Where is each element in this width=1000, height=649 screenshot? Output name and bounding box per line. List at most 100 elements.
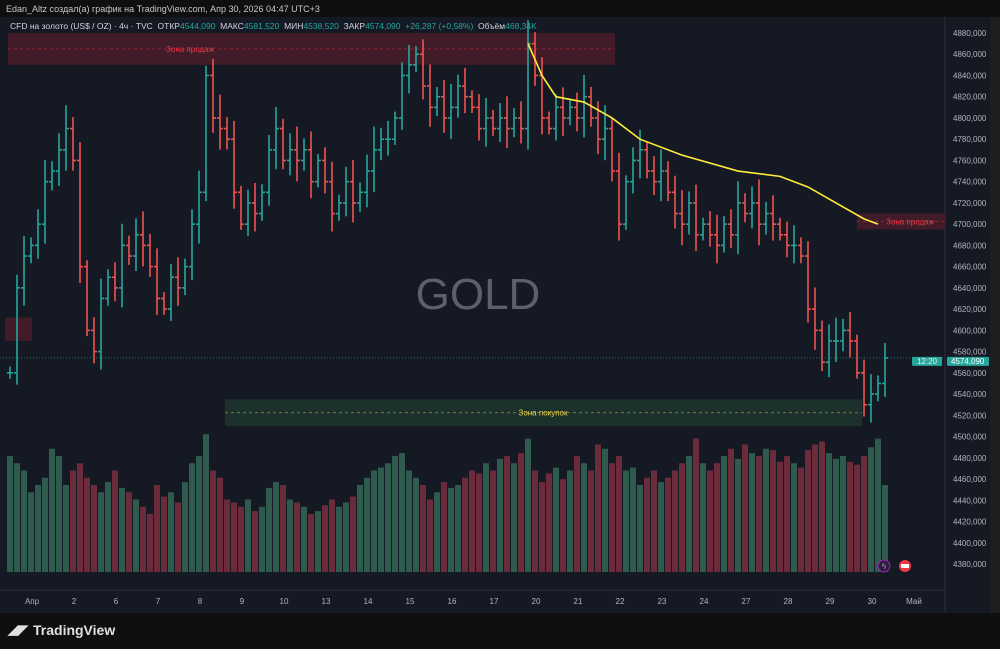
volume-bar	[574, 456, 580, 572]
ohlc-bar	[749, 186, 755, 229]
volume-bar	[805, 450, 811, 572]
volume-bar	[7, 456, 13, 572]
volume-bar	[511, 463, 517, 572]
buy-zone[interactable]	[225, 399, 862, 426]
volume-bar	[385, 463, 391, 572]
close-label: ЗАКР	[343, 21, 366, 31]
volume-bar	[721, 456, 727, 572]
ohlc-bar	[490, 109, 496, 136]
volume-bar	[371, 470, 377, 572]
sell-zone-left[interactable]	[5, 317, 32, 341]
ohlc-bar	[385, 120, 391, 156]
price-tick-label: 4800,000	[953, 114, 987, 123]
moving-average-line	[527, 43, 879, 225]
ohlc-bar	[77, 142, 83, 284]
volume-bar	[763, 448, 769, 572]
volume-bar	[735, 458, 741, 572]
sell-zone-right[interactable]	[857, 213, 945, 230]
ohlc-bar	[462, 67, 468, 114]
volume-bar	[168, 492, 174, 572]
tradingview-logo[interactable]: ◢◤ TradingView	[8, 622, 115, 638]
ohlc-bar	[343, 166, 349, 217]
ohlc-bar	[644, 141, 650, 179]
volume-bar	[868, 447, 874, 572]
sell-zone-top[interactable]	[8, 33, 615, 65]
volume-bar	[63, 485, 69, 572]
price-tick-label: 4640,000	[953, 284, 987, 293]
volume-bar	[406, 470, 412, 572]
volume-bar	[364, 477, 370, 572]
scrollbar[interactable]	[990, 17, 1000, 613]
price-chart[interactable]: 4880,000 4860,000 4840,000 4820,000 4800,000…	[0, 17, 1000, 613]
ohlc-bar	[273, 106, 279, 170]
ohlc-bar	[483, 97, 489, 147]
lightning-icon[interactable]	[877, 559, 891, 573]
volume-bar	[798, 467, 804, 572]
volume-bar	[637, 485, 643, 572]
lightning-glyph: ϟ	[882, 562, 887, 571]
low-label: МИН	[284, 21, 304, 31]
volume-bar	[616, 456, 622, 572]
volume-bar	[336, 506, 342, 572]
price-tick-label: 4420,000	[953, 518, 987, 527]
volume-bar	[588, 470, 594, 572]
time-tick-label: 27	[742, 597, 751, 606]
volume-bar	[245, 499, 251, 572]
sell-zone-top-label: Зона продаж	[166, 45, 215, 54]
buy-zone-label: Зона покупок	[518, 409, 568, 418]
volume-bar	[301, 506, 307, 572]
volume-bar	[455, 485, 461, 572]
ohlc-bar	[70, 117, 76, 171]
bar-countdown-tag	[912, 356, 942, 366]
symbol-legend: CFD на золото (US$ / OZ) · 4ч · TVC ОТКР…	[10, 21, 537, 31]
volume-bar	[847, 461, 853, 572]
volume-bar	[504, 456, 510, 572]
ohlc-bar	[651, 156, 657, 196]
symbol-name[interactable]: CFD на золото (US$ / OZ) · 4ч · TVC	[10, 21, 153, 31]
ohlc-bar	[259, 184, 265, 221]
volume-bar	[581, 463, 587, 572]
ohlc-bar	[455, 74, 461, 118]
volume-bar	[812, 444, 818, 572]
ohlc-bar	[14, 274, 20, 385]
time-tick-label: 21	[574, 597, 583, 606]
ohlc-bar	[154, 248, 160, 315]
volume-label: Объём	[478, 21, 506, 31]
price-tick-label: 4860,000	[953, 50, 987, 59]
price-tick-label: 4740,000	[953, 178, 987, 187]
price-tick-label: 4820,000	[953, 93, 987, 102]
ohlc-bar	[504, 96, 510, 149]
volume-bar	[532, 470, 538, 572]
volume-bar	[350, 496, 356, 572]
price-tick-label: 4700,000	[953, 220, 987, 229]
volume-bar	[784, 456, 790, 572]
volume-bar	[266, 487, 272, 572]
price-tick-label: 4880,000	[953, 29, 987, 38]
ohlc-bar	[105, 269, 111, 306]
high-value: 4581,520	[243, 21, 280, 31]
ohlc-bar	[329, 161, 335, 232]
ohlc-bar	[112, 262, 118, 302]
time-tick-label: 30	[868, 597, 877, 606]
volume-bar	[434, 492, 440, 572]
ohlc-bar	[308, 131, 314, 199]
volume-bar	[672, 470, 678, 572]
time-tick-label: 29	[826, 597, 835, 606]
chart-area[interactable]: 4880,000 4860,000 4840,000 4820,000 4800,000…	[0, 17, 1000, 613]
ohlc-bar	[833, 317, 839, 363]
ohlc-bar	[35, 209, 41, 259]
price-tick-label: 4780,000	[953, 135, 987, 144]
volume-bar	[210, 470, 216, 572]
ohlc-bar	[427, 64, 433, 127]
volume-bar	[602, 448, 608, 572]
ohlc-bar	[203, 65, 209, 202]
ohlc-bar	[840, 318, 846, 352]
volume-bar	[497, 458, 503, 572]
volume-bar	[315, 511, 321, 572]
ohlc-bar	[700, 217, 706, 241]
ohlc-bar	[399, 62, 405, 130]
volume-bar	[714, 463, 720, 572]
price-tick-label: 4580,000	[953, 348, 987, 357]
ohlc-bar	[182, 258, 188, 296]
ohlc-bar	[791, 225, 797, 264]
